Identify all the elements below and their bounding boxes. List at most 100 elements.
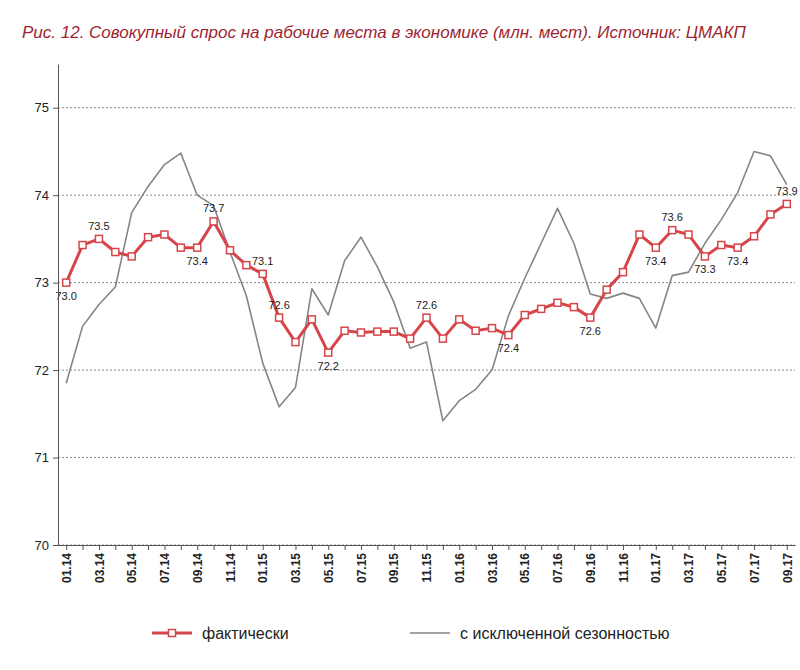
- x-tick-mark: [476, 545, 477, 550]
- chart-title: Рис. 12. Совокупный спрос на рабочие мес…: [22, 23, 747, 42]
- data-label: 72.2: [318, 360, 339, 372]
- x-tick-mark: [410, 545, 411, 550]
- x-tick: [508, 545, 509, 550]
- x-tick: 07.14: [158, 545, 172, 583]
- x-tick: 05.17: [715, 545, 729, 583]
- y-tick: 71: [35, 450, 58, 465]
- y-tick: 72: [35, 363, 58, 378]
- series-marker: [603, 286, 610, 293]
- x-tick-mark: [246, 545, 247, 550]
- x-tick: [377, 545, 378, 550]
- x-tick: 01.16: [453, 545, 467, 583]
- x-tick: [115, 545, 116, 550]
- x-tick-label: 07.16: [551, 553, 565, 583]
- x-tick: 05.14: [125, 545, 139, 583]
- x-tick-mark: [558, 545, 559, 550]
- series-marker: [341, 327, 348, 334]
- series-marker: [95, 235, 102, 242]
- x-tick-label: 01.14: [60, 553, 74, 583]
- y-tick-mark: [53, 545, 58, 546]
- data-label: 73.6: [661, 211, 682, 223]
- series-marker: [276, 314, 283, 321]
- x-tick: [410, 545, 411, 550]
- x-tick-label: 07.14: [158, 553, 172, 583]
- y-tick: 70: [35, 538, 58, 553]
- series-marker: [718, 242, 725, 249]
- y-tick-mark: [53, 370, 58, 371]
- x-tick-label: 07.15: [355, 553, 369, 583]
- y-tick-mark: [53, 283, 58, 284]
- series-marker: [407, 335, 414, 342]
- x-tick: 01.17: [649, 545, 663, 583]
- y-tick: 74: [35, 188, 58, 203]
- x-tick-label: 11.16: [617, 553, 631, 583]
- x-tick-mark: [328, 545, 329, 550]
- x-tick: 09.16: [584, 545, 598, 583]
- y-tick-label: 71: [35, 450, 49, 465]
- series-line: [66, 151, 787, 420]
- legend-label: фактически: [202, 625, 289, 642]
- series-marker: [636, 231, 643, 238]
- x-tick: [770, 545, 771, 550]
- x-tick-mark: [312, 545, 313, 550]
- series-marker: [472, 327, 479, 334]
- x-tick-mark: [525, 545, 526, 550]
- x-tick-label: 09.15: [387, 553, 401, 583]
- x-tick: 01.15: [256, 545, 270, 583]
- x-tick-mark: [361, 545, 362, 550]
- x-tick-mark: [148, 545, 149, 550]
- series-marker: [259, 270, 266, 277]
- x-tick-mark: [263, 545, 264, 550]
- series-marker: [357, 329, 364, 336]
- data-label: 73.4: [187, 255, 208, 267]
- x-tick-mark: [295, 545, 296, 550]
- grid-line: [58, 370, 795, 371]
- x-tick: [312, 545, 313, 550]
- grid: [58, 108, 795, 545]
- x-tick: 03.14: [93, 545, 107, 583]
- series-marker: [423, 314, 430, 321]
- x-tick-mark: [214, 545, 215, 550]
- x-tick: [574, 545, 575, 550]
- x-tick: [279, 545, 280, 550]
- chart-container: Рис. 12. Совокупный спрос на рабочие мес…: [0, 0, 800, 670]
- data-label: 72.6: [268, 299, 289, 311]
- legend-label: с исключенной сезонностью: [460, 625, 670, 642]
- x-tick-mark: [492, 545, 493, 550]
- x-tick-label: 03.15: [289, 553, 303, 583]
- data-label: 73.7: [203, 202, 224, 214]
- x-tick-label: 03.14: [93, 553, 107, 583]
- x-tick-label: 01.17: [649, 553, 663, 583]
- x-tick: [541, 545, 542, 550]
- y-tick-mark: [53, 195, 58, 196]
- series-marker: [554, 299, 561, 306]
- x-tick-mark: [689, 545, 690, 550]
- x-tick: [672, 545, 673, 550]
- grid-line: [58, 107, 795, 108]
- data-label: 72.6: [416, 299, 437, 311]
- x-tick: 05.15: [322, 545, 336, 583]
- x-tick-mark: [787, 545, 788, 550]
- x-tick: [83, 545, 84, 550]
- x-tick-mark: [66, 545, 67, 550]
- grid-line: [58, 282, 795, 283]
- series-line: [66, 204, 787, 353]
- x-tick-mark: [508, 545, 509, 550]
- x-tick: 05.16: [518, 545, 532, 583]
- x-tick-mark: [590, 545, 591, 550]
- legend-swatch: [410, 632, 450, 634]
- y-tick-label: 73: [35, 275, 49, 290]
- data-label: 73.9: [776, 185, 797, 197]
- series-marker: [489, 325, 496, 332]
- x-tick: 11.14: [224, 545, 238, 582]
- x-tick-mark: [197, 545, 198, 550]
- y-tick-mark: [53, 108, 58, 109]
- x-tick-label: 09.17: [781, 553, 795, 583]
- x-tick: [639, 545, 640, 550]
- x-tick-label: 09.16: [584, 553, 598, 583]
- y-axis: 707172737475: [35, 65, 59, 553]
- x-tick: [738, 545, 739, 550]
- series-marker: [767, 211, 774, 218]
- grid-line: [58, 457, 795, 458]
- x-tick: [148, 545, 149, 550]
